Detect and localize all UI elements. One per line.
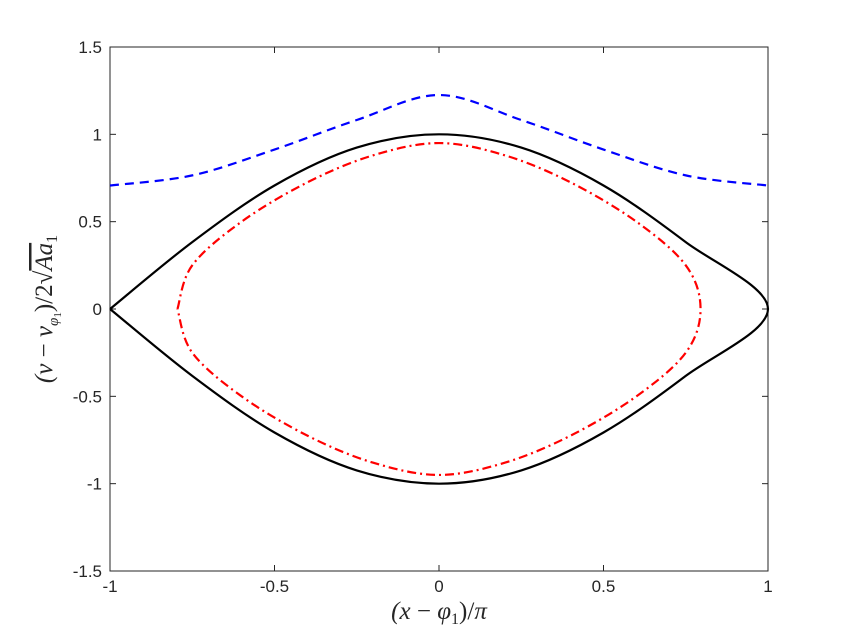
y-tick-label: -0.5 — [73, 387, 102, 406]
svg-text:(v − vφ1)/2√Aa1: (v − vφ1)/2√Aa1 — [31, 235, 64, 383]
x-tick-label: 0.5 — [592, 577, 616, 596]
ticks: -1 -0.5 0 0.5 1-1.5-1-0.500.511.5 — [73, 38, 773, 596]
x-tick-label: 1 — [763, 577, 772, 596]
y-tick-label: 1.5 — [78, 38, 102, 57]
x-tick-label: 0 — [434, 577, 443, 596]
series-line-dashed — [109, 93, 769, 187]
x-tick-label: -1 — [102, 577, 117, 596]
y-tick-label: -1.5 — [73, 562, 102, 581]
series-group — [109, 93, 770, 485]
y-tick-label: -1 — [87, 475, 102, 494]
series-line-solid — [109, 133, 770, 485]
x-tick-label: -0.5 — [260, 577, 289, 596]
y-axis-label: (v − vφ1)/2√Aa1 — [31, 235, 64, 383]
x-axis-label: (x − φ1)/π — [391, 598, 488, 628]
y-tick-label: 0.5 — [78, 213, 102, 232]
y-tick-label: 1 — [93, 125, 102, 144]
series-line-dash-dot — [176, 141, 702, 477]
y-tick-label: 0 — [93, 300, 102, 319]
plot-area — [109, 46, 769, 572]
